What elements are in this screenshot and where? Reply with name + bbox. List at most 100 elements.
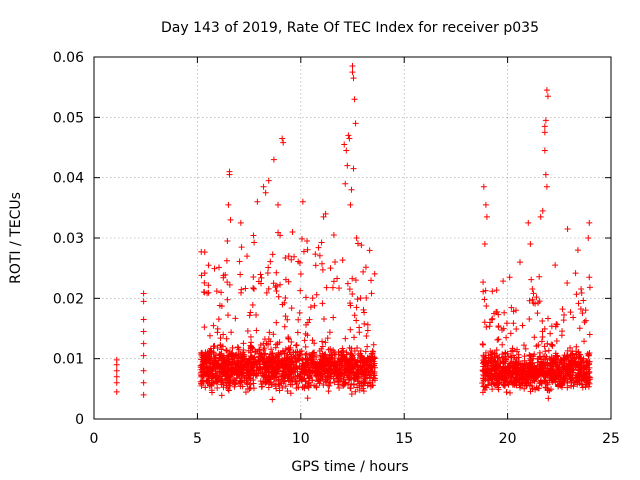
data-point (316, 380, 323, 387)
data-point (277, 281, 284, 288)
data-point (274, 357, 281, 364)
data-point (489, 363, 496, 370)
data-point (277, 232, 284, 239)
data-point (296, 309, 303, 316)
data-point (542, 365, 549, 372)
data-point (479, 389, 486, 396)
data-point (489, 288, 496, 295)
data-point (257, 341, 264, 348)
data-point (555, 383, 562, 390)
data-point (507, 360, 514, 367)
data-point (249, 302, 256, 309)
data-point (483, 323, 490, 330)
data-point (517, 384, 524, 391)
data-point (586, 274, 593, 281)
data-point (237, 383, 244, 390)
data-point (312, 368, 319, 375)
data-point (482, 354, 489, 361)
grid-lines (94, 57, 611, 419)
data-point (205, 358, 212, 365)
data-point (238, 354, 245, 361)
data-point (264, 270, 271, 277)
data-point (346, 376, 353, 383)
data-point (297, 287, 304, 294)
data-point (539, 333, 546, 340)
data-point (491, 366, 498, 373)
data-point (517, 361, 524, 368)
data-point (220, 331, 227, 338)
data-point (140, 352, 147, 359)
data-point (585, 379, 592, 386)
data-point (339, 257, 346, 264)
data-point (330, 347, 337, 354)
data-point (522, 375, 529, 382)
data-point (558, 359, 565, 366)
data-point (263, 377, 270, 384)
data-point (485, 373, 492, 380)
data-point (343, 355, 350, 362)
data-point (219, 355, 226, 362)
data-point (364, 356, 371, 363)
data-point (367, 356, 374, 363)
data-point (586, 374, 593, 381)
data-point (291, 368, 298, 375)
data-point (318, 260, 325, 267)
data-point (481, 319, 488, 326)
data-point (238, 244, 245, 251)
data-point (481, 296, 488, 303)
data-point (519, 380, 526, 387)
y-tick-label: 0.03 (53, 231, 84, 247)
data-point (345, 132, 352, 139)
data-point (253, 327, 260, 334)
data-point (306, 316, 313, 323)
data-point (560, 370, 567, 377)
data-point (322, 378, 329, 385)
data-point (581, 338, 588, 345)
x-tick-label: 15 (395, 431, 413, 447)
data-point (140, 298, 147, 305)
data-point (214, 325, 221, 332)
data-point (320, 368, 327, 375)
data-point (558, 332, 565, 339)
data-point (223, 347, 230, 354)
data-point (572, 270, 579, 277)
data-point (244, 381, 251, 388)
data-point (278, 359, 285, 366)
data-point (567, 309, 574, 316)
data-point (567, 361, 574, 368)
data-point (224, 279, 231, 286)
data-point (349, 69, 356, 76)
data-point (330, 314, 337, 321)
data-point (351, 347, 358, 354)
data-point (264, 358, 271, 365)
data-point (526, 297, 533, 304)
data-point (226, 171, 233, 178)
data-point (319, 374, 326, 381)
data-point (539, 367, 546, 374)
data-point (585, 352, 592, 359)
data-point (509, 347, 516, 354)
data-point (304, 319, 311, 326)
data-point (244, 328, 251, 335)
data-point (200, 355, 207, 362)
data-point (495, 336, 502, 343)
data-point (537, 361, 544, 368)
data-point (201, 289, 208, 296)
data-point (342, 335, 349, 342)
data-point (481, 383, 488, 390)
data-point (586, 219, 593, 226)
data-point (510, 320, 517, 327)
data-point (492, 382, 499, 389)
y-tick-label: 0.05 (53, 110, 84, 126)
data-point (236, 368, 243, 375)
data-point (271, 366, 278, 373)
data-point (215, 316, 222, 323)
data-point (218, 392, 225, 399)
data-point (346, 286, 353, 293)
data-point (556, 373, 563, 380)
data-point (302, 294, 309, 301)
data-point (349, 63, 356, 70)
data-point (342, 180, 349, 187)
data-point (288, 305, 295, 312)
data-point (260, 356, 267, 363)
